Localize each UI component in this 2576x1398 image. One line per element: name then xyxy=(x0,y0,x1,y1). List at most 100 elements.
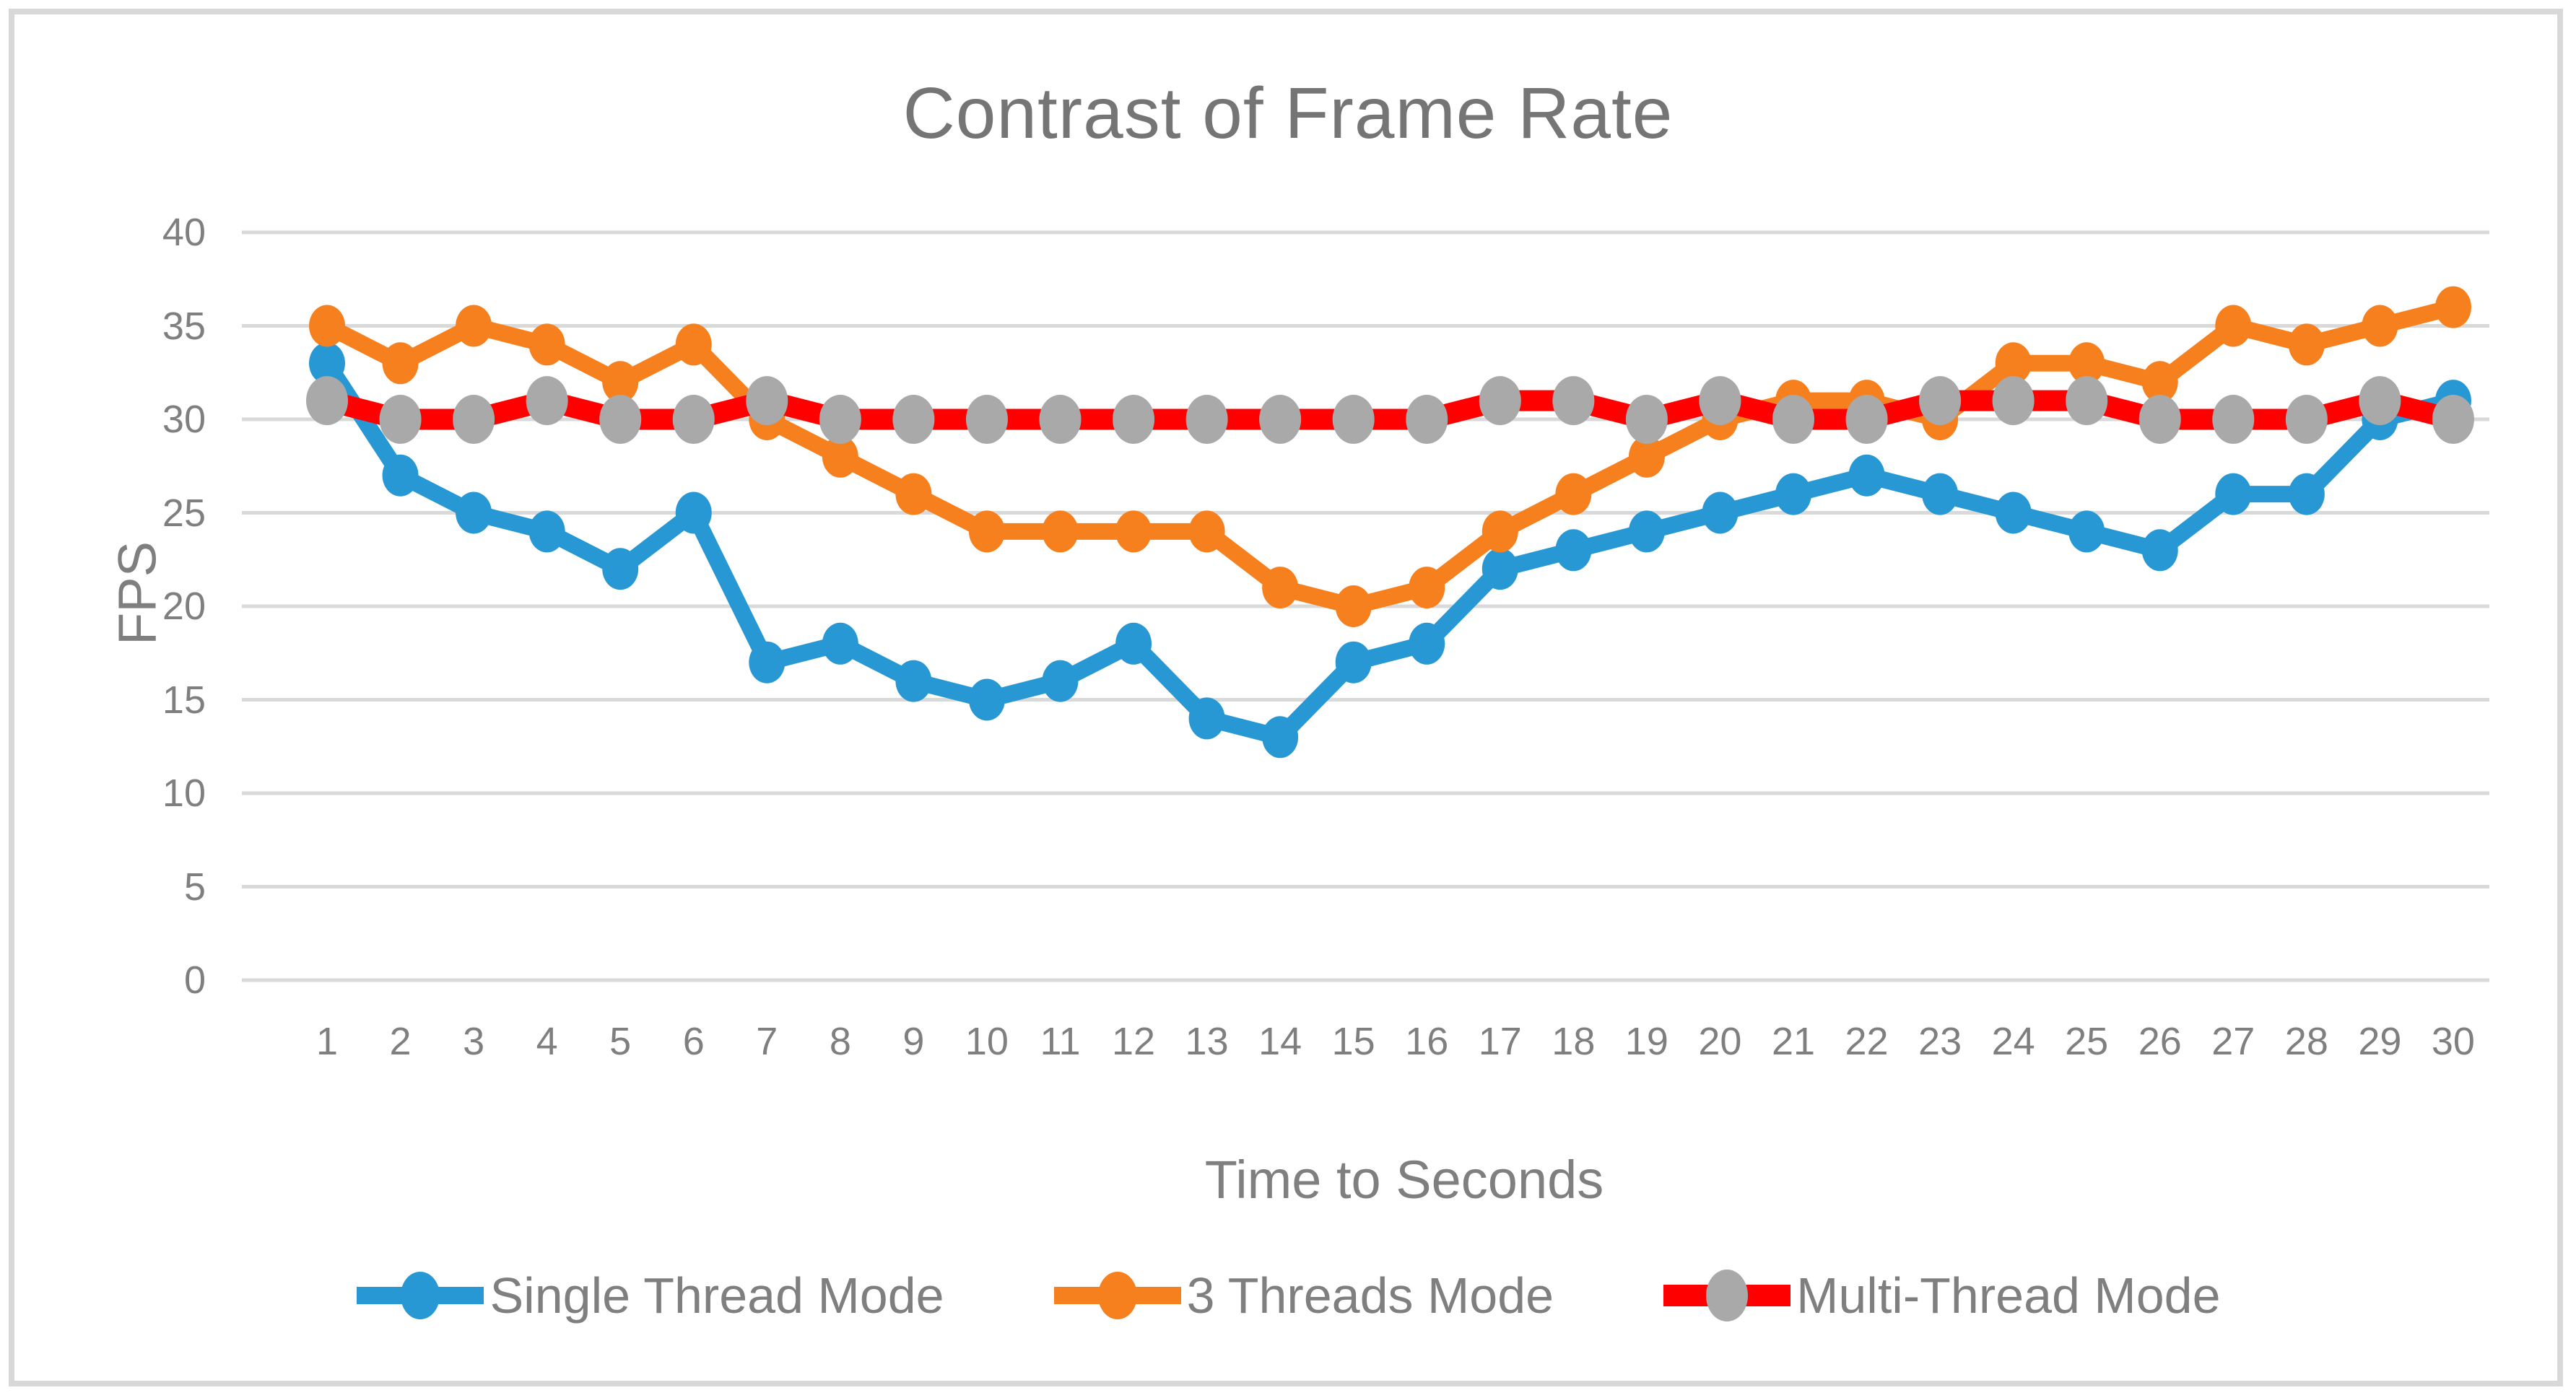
legend-item-single-thread-mode: Single Thread Mode xyxy=(355,1263,944,1328)
series-line-1 xyxy=(323,299,2455,615)
data-point-series-2 xyxy=(1699,376,1741,426)
data-point-series-2 xyxy=(1479,376,1521,426)
data-point-series-2 xyxy=(599,395,642,444)
data-point-series-2 xyxy=(819,395,861,444)
y-tick-label: 5 xyxy=(183,865,206,909)
x-tick-label: 15 xyxy=(1331,1020,1375,1063)
legend-item-3-threads-mode: 3 Threads Mode xyxy=(1053,1263,1554,1328)
y-tick-label: 0 xyxy=(183,958,206,1002)
data-point-series-0 xyxy=(309,342,345,385)
data-point-series-0 xyxy=(1702,492,1739,534)
x-tick-label: 12 xyxy=(1112,1020,1156,1063)
y-tick-label: 30 xyxy=(162,398,206,441)
x-tick-label: 16 xyxy=(1405,1020,1449,1063)
data-point-series-2 xyxy=(1113,395,1155,444)
x-tick-label: 4 xyxy=(536,1020,558,1063)
data-point-series-0 xyxy=(456,492,492,534)
x-tick-label: 18 xyxy=(1552,1020,1596,1063)
data-point-series-1 xyxy=(382,342,419,385)
data-point-series-2 xyxy=(1919,376,1962,426)
data-point-series-1 xyxy=(309,305,345,347)
data-point-series-0 xyxy=(1188,697,1225,740)
data-point-series-2 xyxy=(1039,395,1082,444)
data-point-series-1 xyxy=(1188,510,1225,553)
legend-label-3-threads-mode: 3 Threads Mode xyxy=(1186,1267,1554,1324)
data-point-series-1 xyxy=(1335,585,1372,627)
data-point-series-1 xyxy=(1628,435,1665,478)
data-point-series-0 xyxy=(382,454,419,497)
y-tick-label: 35 xyxy=(162,304,206,348)
data-point-series-1 xyxy=(968,510,1005,553)
y-tick-label: 40 xyxy=(162,211,206,254)
x-tick-label: 19 xyxy=(1624,1020,1668,1063)
data-point-series-2 xyxy=(2212,395,2255,444)
data-point-series-2 xyxy=(2432,395,2474,444)
data-point-series-2 xyxy=(1259,395,1302,444)
data-point-series-2 xyxy=(2066,376,2108,426)
data-point-series-2 xyxy=(672,395,715,444)
data-point-series-1 xyxy=(1702,398,1739,440)
x-tick-label: 28 xyxy=(2284,1020,2328,1063)
data-point-series-1 xyxy=(1555,473,1592,515)
data-point-series-1 xyxy=(2362,305,2398,347)
data-point-series-0 xyxy=(968,678,1005,721)
data-point-series-0 xyxy=(2068,510,2105,553)
data-point-series-1 xyxy=(2068,342,2105,385)
data-point-series-1 xyxy=(1481,510,1518,553)
data-point-series-0 xyxy=(1775,473,1811,515)
data-point-series-0 xyxy=(1481,548,1518,590)
x-tick-label: 11 xyxy=(1040,1020,1081,1063)
data-point-series-2 xyxy=(379,395,422,444)
x-tick-label: 5 xyxy=(609,1020,632,1063)
data-point-series-1 xyxy=(1115,510,1152,553)
data-point-series-0 xyxy=(1409,622,1445,665)
x-tick-label: 23 xyxy=(1918,1020,1962,1063)
data-point-series-0 xyxy=(1848,454,1885,497)
data-point-series-0 xyxy=(1042,660,1079,702)
x-tick-label: 8 xyxy=(829,1020,851,1063)
data-point-series-0 xyxy=(2434,380,2471,422)
data-point-series-1 xyxy=(2434,286,2471,328)
data-point-series-2 xyxy=(1625,395,1668,444)
data-point-series-1 xyxy=(456,305,492,347)
data-point-series-0 xyxy=(2288,473,2325,515)
data-point-series-1 xyxy=(1775,380,1811,422)
data-point-series-2 xyxy=(965,395,1008,444)
x-tick-label: 25 xyxy=(2065,1020,2109,1063)
x-tick-label: 26 xyxy=(2138,1020,2182,1063)
data-point-series-2 xyxy=(2138,395,2181,444)
data-point-series-1 xyxy=(2288,323,2325,366)
data-point-series-2 xyxy=(2359,376,2401,426)
data-point-series-1 xyxy=(2141,361,2178,403)
data-point-series-1 xyxy=(528,323,565,366)
x-tick-label: 20 xyxy=(1698,1020,1742,1063)
x-tick-label: 17 xyxy=(1478,1020,1522,1063)
x-tick-label: 24 xyxy=(1991,1020,2035,1063)
data-point-series-1 xyxy=(602,361,639,403)
x-tick-label: 9 xyxy=(902,1020,925,1063)
data-point-series-1 xyxy=(1042,510,1079,553)
data-point-series-0 xyxy=(1115,622,1152,665)
y-tick-label: 25 xyxy=(162,491,206,535)
data-point-series-2 xyxy=(526,376,568,426)
x-tick-label: 6 xyxy=(682,1020,705,1063)
x-tick-label: 21 xyxy=(1771,1020,1816,1063)
x-tick-label: 2 xyxy=(389,1020,412,1063)
data-point-series-2 xyxy=(2285,395,2328,444)
data-point-series-2 xyxy=(746,376,788,426)
data-point-series-0 xyxy=(2141,529,2178,572)
data-point-series-0 xyxy=(749,641,786,683)
data-point-series-0 xyxy=(602,548,639,590)
x-tick-label: 3 xyxy=(463,1020,485,1063)
x-tick-label: 22 xyxy=(1845,1020,1889,1063)
x-tick-label: 30 xyxy=(2431,1020,2475,1063)
x-tick-label: 13 xyxy=(1185,1020,1229,1063)
x-axis-title: Time to Seconds xyxy=(1204,1150,1604,1210)
data-point-series-1 xyxy=(1409,567,1445,609)
legend-marker-single-thread-icon xyxy=(357,1272,484,1319)
x-tick-label: 27 xyxy=(2211,1020,2255,1063)
legend-marker-3-threads-icon xyxy=(1053,1272,1181,1319)
data-point-series-0 xyxy=(1335,641,1372,683)
data-point-series-1 xyxy=(749,398,786,440)
y-axis-title: FPS xyxy=(107,541,167,645)
